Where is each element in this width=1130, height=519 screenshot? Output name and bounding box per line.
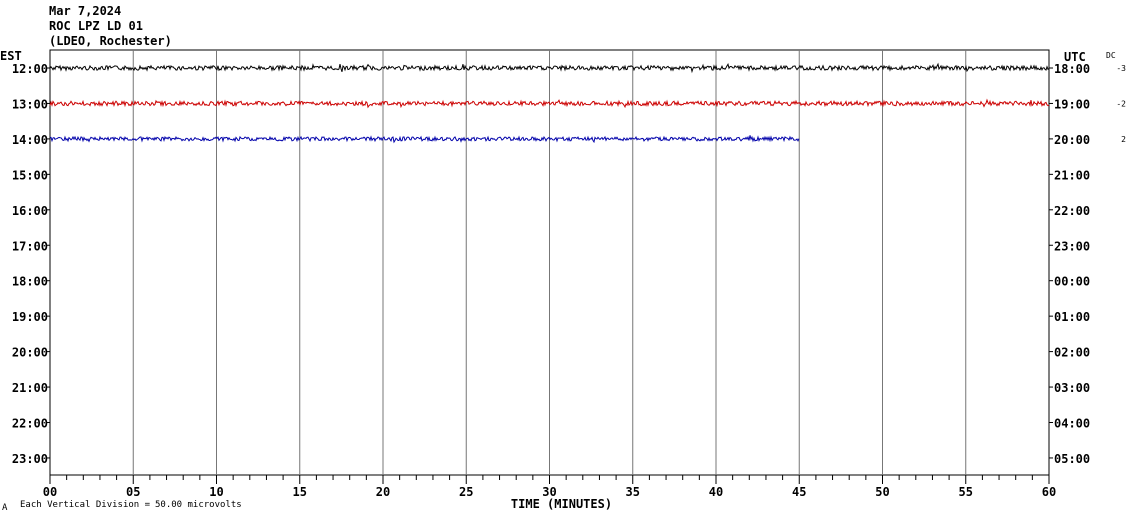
x-tick-label: 30 xyxy=(542,485,556,499)
x-tick-label: 35 xyxy=(626,485,640,499)
left-time-label: 18:00 xyxy=(12,275,48,289)
right-time-label: 03:00 xyxy=(1054,381,1090,395)
left-time-label: 22:00 xyxy=(12,417,48,431)
left-time-label: 13:00 xyxy=(12,97,48,111)
division-label: Each Vertical Division = xyxy=(20,500,151,510)
trace-line xyxy=(49,98,1050,109)
x-axis-label: TIME (MINUTES) xyxy=(511,497,612,511)
left-time-label: 20:00 xyxy=(12,346,48,360)
station-label: ROC LPZ LD 01 xyxy=(49,19,143,33)
left-time-label: 16:00 xyxy=(12,204,48,218)
x-tick-label: 15 xyxy=(293,485,307,499)
left-time-label: 17:00 xyxy=(12,239,48,253)
right-time-label: 19:00 xyxy=(1054,97,1090,111)
dc-offset-label: -3 xyxy=(1116,64,1126,73)
x-tick-label: 55 xyxy=(959,485,973,499)
right-time-label: 20:00 xyxy=(1054,133,1090,147)
trace-line xyxy=(49,135,800,144)
x-tick-label: 50 xyxy=(875,485,889,499)
x-tick-label: 45 xyxy=(792,485,806,499)
corner-mark: A xyxy=(2,503,8,513)
left-time-label: 12:00 xyxy=(12,62,48,76)
x-tick-label: 25 xyxy=(459,485,473,499)
right-time-label: 02:00 xyxy=(1054,346,1090,360)
right-axis-title: UTC xyxy=(1064,50,1086,64)
right-time-label: 23:00 xyxy=(1054,239,1090,253)
dc-offset-label: 2 xyxy=(1121,135,1126,144)
right-time-label: 21:00 xyxy=(1054,168,1090,182)
x-tick-label: 20 xyxy=(376,485,390,499)
right-time-label: 05:00 xyxy=(1054,452,1090,466)
right-time-label: 22:00 xyxy=(1054,204,1090,218)
left-time-label: 23:00 xyxy=(12,452,48,466)
right-time-label: 00:00 xyxy=(1054,275,1090,289)
x-tick-label: 00 xyxy=(43,485,57,499)
left-time-label: 21:00 xyxy=(12,381,48,395)
right-time-label: 04:00 xyxy=(1054,417,1090,431)
right-time-label: 01:00 xyxy=(1054,310,1090,324)
division-value: 50.00 microvolts xyxy=(155,500,242,510)
trace-line xyxy=(49,62,1050,74)
left-time-label: 15:00 xyxy=(12,168,48,182)
date-label: Mar 7,2024 xyxy=(49,4,122,18)
x-tick-label: 40 xyxy=(709,485,723,499)
x-tick-label: 60 xyxy=(1042,485,1056,499)
x-tick-label: 10 xyxy=(209,485,223,499)
left-time-label: 19:00 xyxy=(12,310,48,324)
dc-title: DC xyxy=(1106,51,1116,60)
left-time-label: 14:00 xyxy=(12,133,48,147)
dc-offset-label: -2 xyxy=(1116,99,1126,108)
network-label: (LDEO, Rochester) xyxy=(49,34,172,48)
x-tick-label: 05 xyxy=(126,485,140,499)
right-time-label: 18:00 xyxy=(1054,62,1090,76)
left-axis-title: EST xyxy=(0,49,22,63)
